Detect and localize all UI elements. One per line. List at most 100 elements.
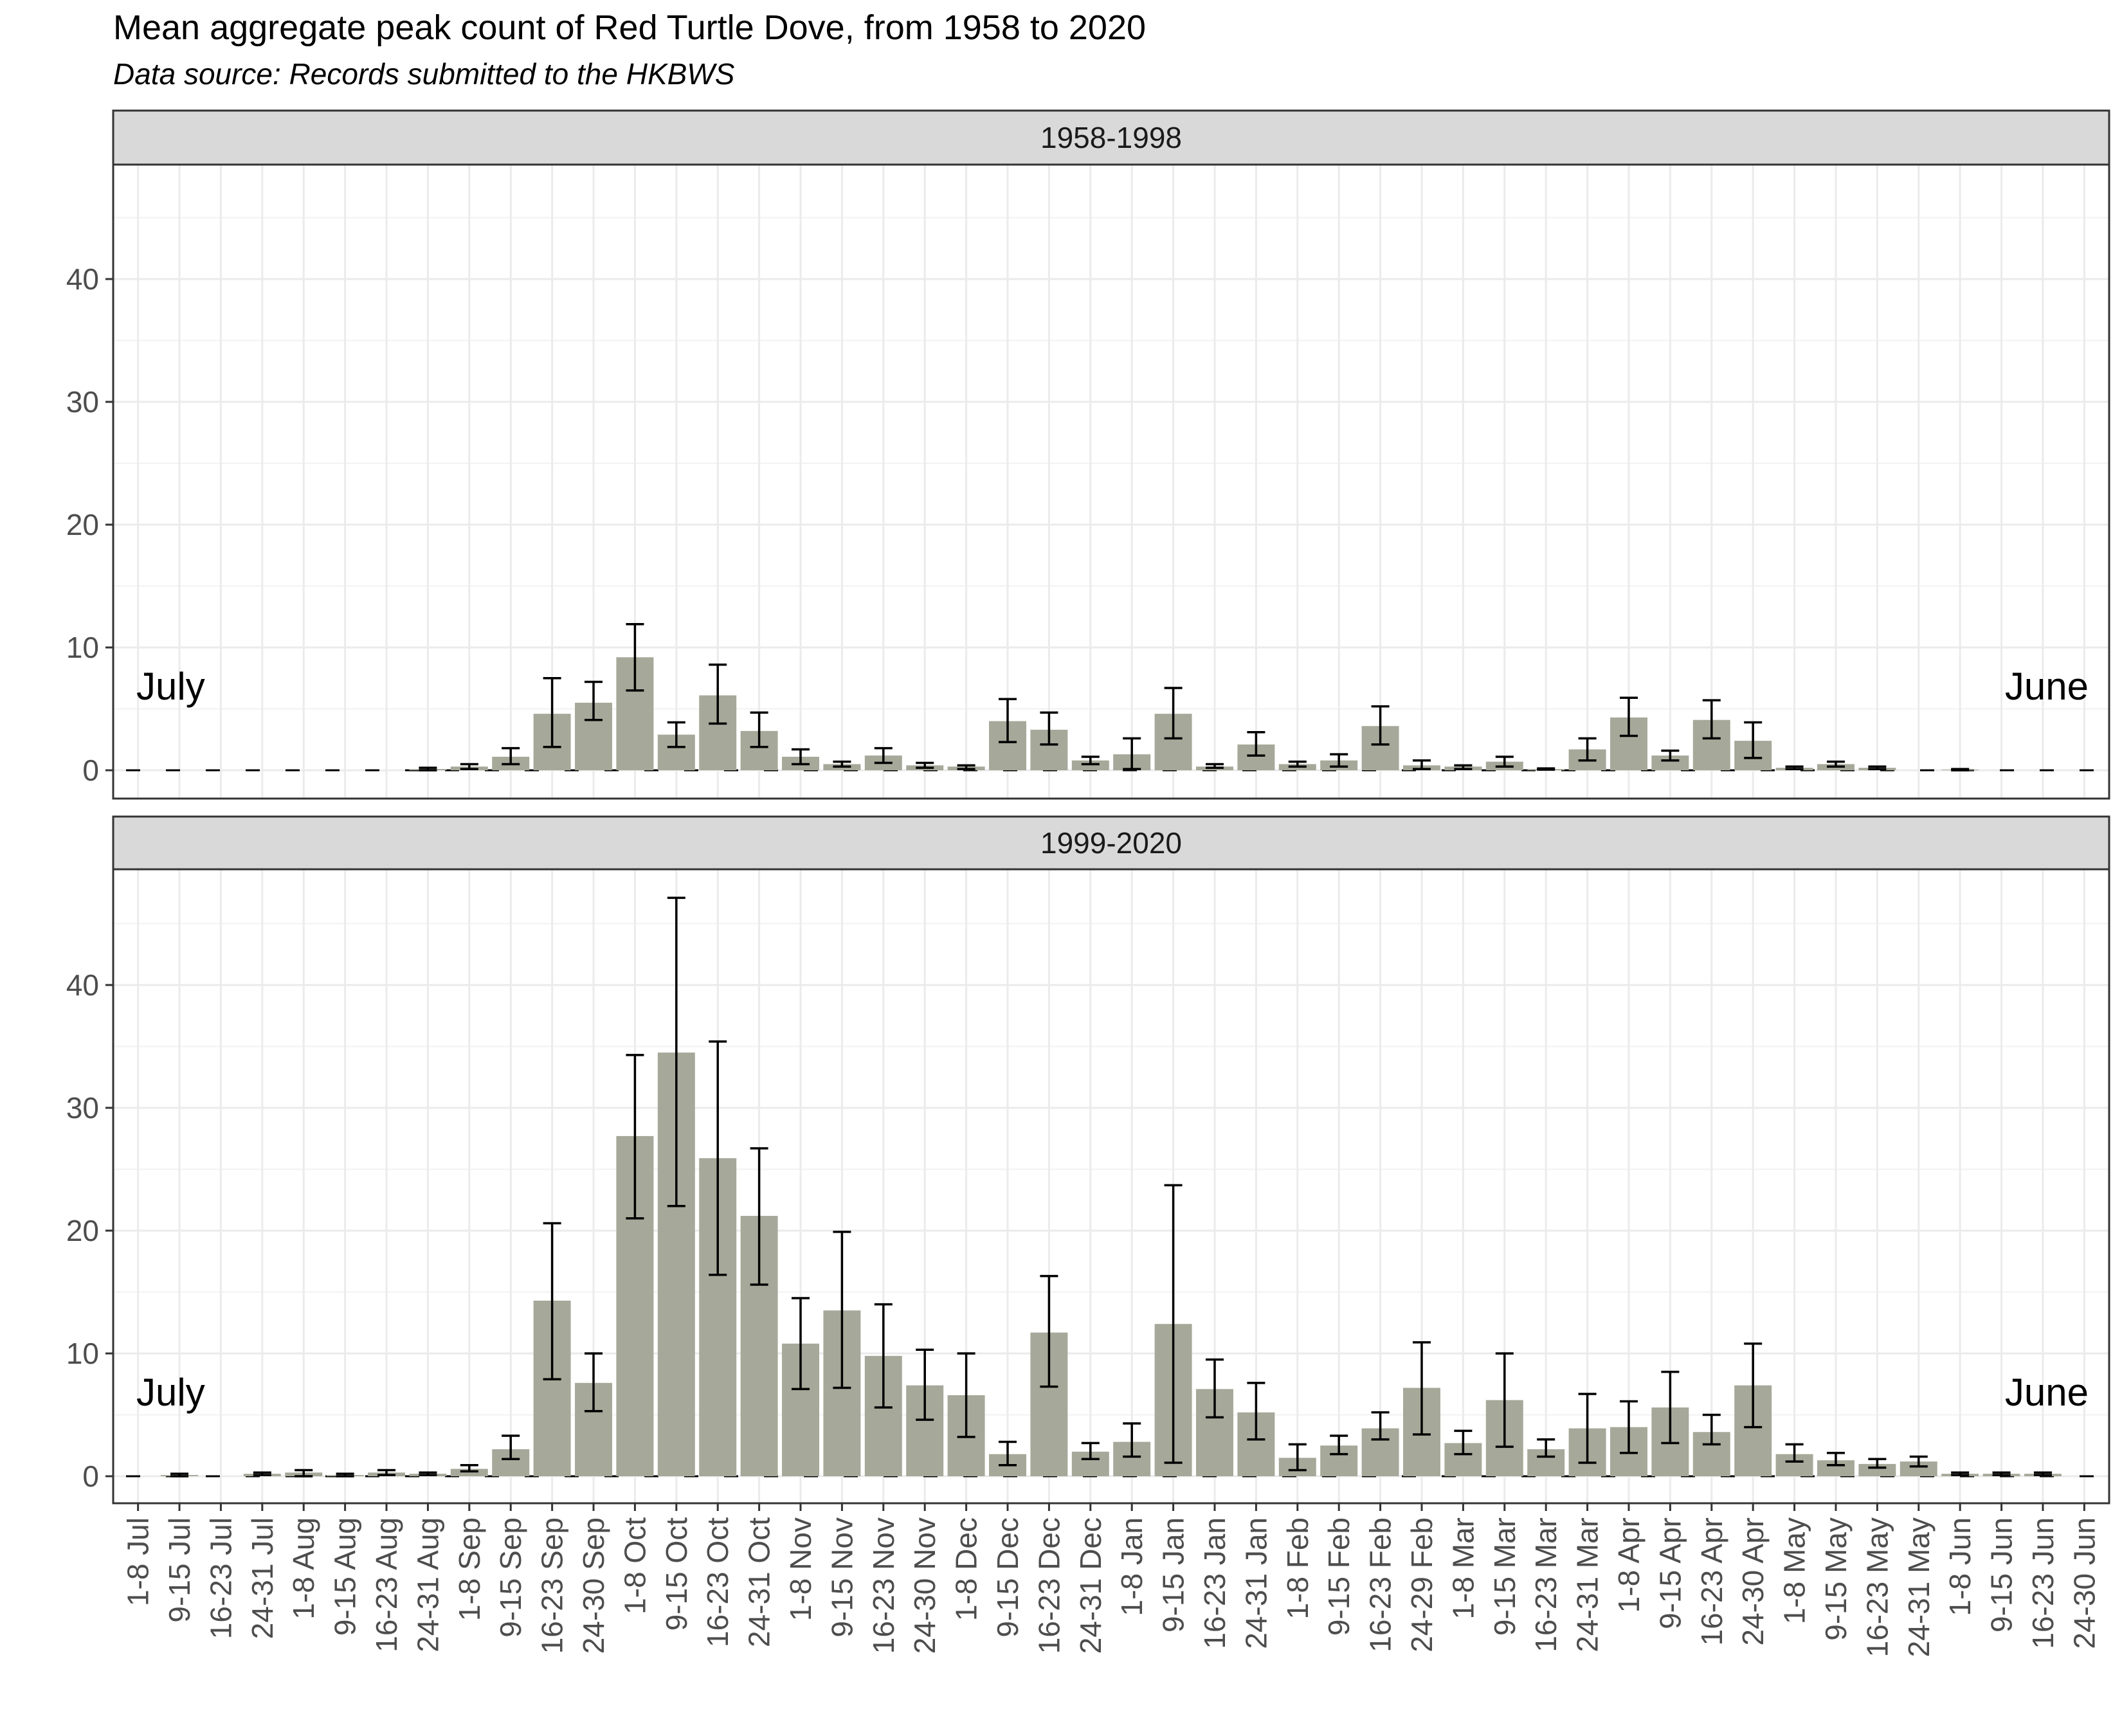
error-bar-24-31 Dec	[1081, 755, 1100, 766]
y-tick-label: 10	[66, 631, 99, 664]
error-bar-9-15 May	[1826, 1451, 1845, 1467]
x-tick-label: 1-8 May	[1778, 1517, 1811, 1624]
panel-strip-label: 1958-1998	[1040, 121, 1182, 154]
error-bar-1-8 Jun	[1951, 768, 1970, 772]
error-bar-16-23 Jun	[2033, 1471, 2052, 1476]
error-bar-9-15 Sep	[502, 746, 520, 766]
error-bar-1-8 May	[1785, 1443, 1804, 1463]
x-tick-label: 16-23 Feb	[1364, 1517, 1397, 1652]
x-tick-label: 1-8 Aug	[287, 1517, 320, 1620]
error-bar-24-31 Dec	[1081, 1442, 1100, 1461]
error-bar-9-15 Oct	[667, 896, 685, 1207]
error-bar-9-15 Mar	[1495, 1352, 1514, 1448]
error-bar-24-31 May	[1909, 1455, 1928, 1468]
error-bar-9-15 Mar	[1495, 755, 1514, 768]
error-bar-1-8 Oct	[626, 1054, 644, 1220]
error-bar-24-31 Aug	[419, 1471, 437, 1476]
error-bar-1-8 Mar	[1454, 1429, 1473, 1456]
bar-24-31 May	[1900, 1461, 1937, 1476]
bar-1-8 Sep	[450, 1469, 488, 1476]
x-tick-label: 9-15 Jul	[163, 1517, 196, 1623]
x-tick-label: 9-15 Oct	[660, 1517, 693, 1631]
error-bar-16-23 Aug	[377, 1469, 396, 1476]
error-bar-24-29 Feb	[1412, 759, 1431, 770]
x-tick-label: 24-31 Jan	[1239, 1517, 1273, 1649]
error-bar-16-23 Sep	[543, 1222, 561, 1380]
panel-background	[113, 869, 2109, 1503]
x-tick-label: 16-23 Mar	[1529, 1517, 1563, 1652]
x-tick-label: 16-23 Sep	[536, 1517, 569, 1654]
error-bar-1-8 Jun	[1951, 1471, 1970, 1476]
error-bar-1-8 May	[1785, 765, 1804, 770]
season-end-label: June	[2005, 1371, 2089, 1414]
error-bar-24-31 Mar	[1578, 1393, 1597, 1464]
error-bar-24-30 Nov	[916, 761, 934, 769]
error-bar-9-15 Jan	[1164, 687, 1183, 740]
x-tick-label: 24-31 May	[1902, 1517, 1936, 1657]
x-tick-label: 24-30 Apr	[1736, 1517, 1770, 1645]
season-start-label: July	[136, 1371, 205, 1414]
x-tick-label: 1-8 Jan	[1115, 1517, 1148, 1616]
error-bar-9-15 Sep	[502, 1434, 520, 1461]
error-bar-9-15 May	[1826, 760, 1845, 768]
y-tick-label: 30	[66, 1091, 99, 1125]
y-tick-label: 20	[66, 508, 99, 541]
error-bar-16-23 Sep	[543, 677, 561, 748]
x-tick-label: 24-31 Oct	[743, 1517, 776, 1647]
error-bar-1-8 Jan	[1123, 737, 1141, 770]
x-tick-label: 9-15 Nov	[825, 1517, 858, 1638]
error-bar-9-15 Jul	[170, 1472, 189, 1478]
x-tick-label: 24-30 Nov	[908, 1517, 941, 1654]
error-bar-9-15 Dec	[999, 698, 1017, 743]
error-bar-24-31 Oct	[750, 1147, 768, 1286]
error-bar-24-29 Feb	[1412, 1341, 1431, 1436]
panel-strip	[112, 815, 2110, 871]
error-bar-1-8 Nov	[792, 748, 810, 766]
error-bar-9-15 Jan	[1164, 1184, 1183, 1464]
error-bar-9-15 Dec	[999, 1440, 1017, 1467]
error-bar-1-8 Dec	[957, 764, 975, 770]
error-bar-9-15 Apr	[1661, 1370, 1680, 1445]
x-tick-label: 9-15 Apr	[1653, 1517, 1687, 1629]
error-bar-16-23 Apr	[1702, 699, 1721, 740]
x-tick-label: 1-8 Jun	[1943, 1517, 1977, 1616]
error-bar-16-23 Nov	[874, 1303, 893, 1409]
x-tick-label: 1-8 Apr	[1612, 1517, 1646, 1613]
error-bar-1-8 Jan	[1123, 1422, 1141, 1458]
error-bar-16-23 Feb	[1371, 705, 1390, 746]
x-tick-label: 9-15 May	[1819, 1517, 1853, 1641]
error-bar-24-31 Oct	[750, 711, 768, 748]
x-tick-label: 1-8 Nov	[784, 1517, 817, 1621]
bar-9-15 Apr	[1651, 755, 1689, 770]
error-bar-16-23 Mar	[1537, 1438, 1555, 1458]
error-bar-1-8 Mar	[1454, 764, 1473, 770]
panel-border	[112, 163, 2110, 800]
error-bar-24-31 Aug	[419, 766, 437, 772]
error-bar-24-31 Mar	[1578, 737, 1597, 762]
error-bar-16-23 Feb	[1371, 1411, 1390, 1441]
error-bar-16-23 Dec	[1040, 711, 1058, 746]
error-bar-24-30 Sep	[585, 1352, 603, 1413]
chart-title: Mean aggregate peak count of Red Turtle …	[113, 8, 1147, 47]
x-tick-label: 16-23 Nov	[867, 1517, 900, 1654]
error-bar-9-15 Nov	[833, 760, 851, 768]
error-bar-24-31 Jul	[253, 1471, 271, 1476]
error-bar-9-15 Feb	[1330, 753, 1348, 768]
error-bar-9-15 Nov	[833, 1231, 851, 1389]
x-tick-label: 1-8 Sep	[453, 1517, 486, 1621]
x-tick-label: 16-23 Aug	[370, 1517, 403, 1652]
x-tick-label: 24-31 Dec	[1074, 1517, 1107, 1654]
x-tick-label: 16-23 Dec	[1032, 1517, 1066, 1654]
y-tick-label: 40	[66, 262, 99, 296]
error-bar-1-8 Nov	[792, 1297, 810, 1391]
panel-1958-1998: 1958-1998 0 10 20 30 40 July June	[66, 109, 2110, 800]
x-tick-label: 24-29 Feb	[1405, 1517, 1438, 1652]
bar-16-23 May	[1858, 1463, 1896, 1476]
y-tick-label: 0	[82, 1460, 99, 1493]
y-tick-label: 40	[66, 968, 99, 1002]
x-tick-label: 24-31 Jul	[246, 1517, 279, 1639]
x-tick-label: 24-30 Sep	[577, 1517, 610, 1654]
x-tick-label: 9-15 Sep	[494, 1517, 527, 1638]
x-tick-label: 24-31 Mar	[1571, 1517, 1604, 1652]
